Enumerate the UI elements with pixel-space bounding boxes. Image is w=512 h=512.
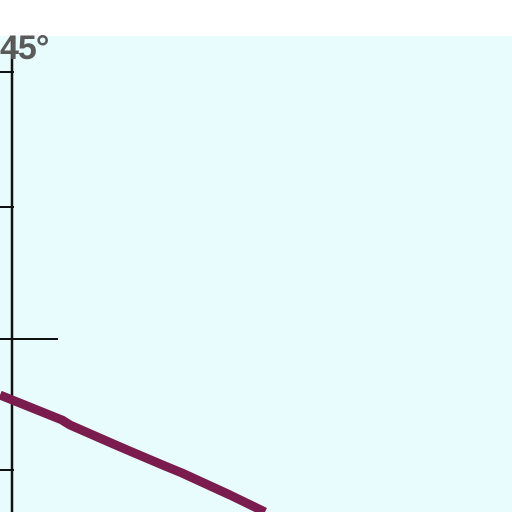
latitude-label: 45°: [0, 28, 90, 68]
route-line[interactable]: [0, 395, 265, 512]
